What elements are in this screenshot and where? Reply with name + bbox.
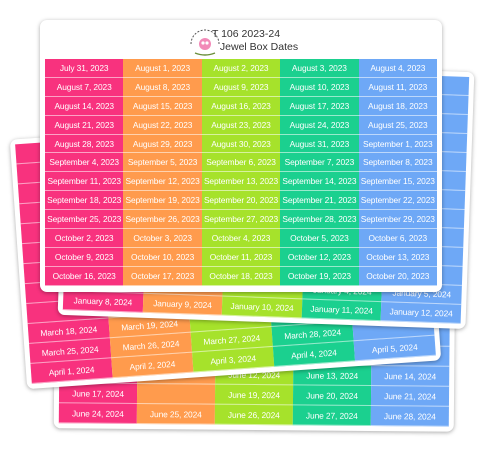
front-sheet: T 106 2023-24 Jewel Box Dates July 31, 2… bbox=[40, 20, 442, 292]
date-sticker: September 18, 2023 bbox=[45, 191, 124, 211]
date-sticker: August 25, 2023 bbox=[358, 115, 437, 135]
date-sticker: September 26, 2023 bbox=[123, 210, 202, 230]
date-sticker: January 12, 2024 bbox=[381, 302, 462, 324]
date-sticker: January 8, 2024 bbox=[62, 290, 144, 313]
date-sticker: October 5, 2023 bbox=[280, 229, 359, 248]
date-sticker: October 18, 2023 bbox=[201, 266, 281, 286]
date-sticker: October 3, 2023 bbox=[123, 229, 202, 248]
date-sticker: September 29, 2023 bbox=[358, 210, 437, 230]
date-sticker: August 4, 2023 bbox=[358, 59, 437, 78]
date-sticker: October 6, 2023 bbox=[358, 229, 437, 248]
date-sticker: April 1, 2024 bbox=[30, 358, 113, 384]
date-sticker: September 28, 2023 bbox=[280, 210, 359, 230]
date-sticker: January 9, 2024 bbox=[142, 293, 223, 316]
date-sticker: September 25, 2023 bbox=[45, 210, 124, 230]
date-sticker: September 20, 2023 bbox=[201, 191, 281, 211]
date-sticker: January 11, 2024 bbox=[301, 299, 382, 322]
date-sticker: August 2, 2023 bbox=[201, 59, 281, 78]
date-sticker: April 2, 2024 bbox=[111, 352, 194, 379]
date-sticker: August 30, 2023 bbox=[201, 134, 281, 154]
date-sticker: August 21, 2023 bbox=[45, 115, 124, 135]
date-sticker: September 1, 2023 bbox=[358, 134, 437, 154]
date-sticker: September 14, 2023 bbox=[280, 172, 359, 192]
date-sticker: August 1, 2023 bbox=[123, 59, 202, 78]
date-sticker: September 5, 2023 bbox=[123, 153, 202, 173]
date-sticker: September 6, 2023 bbox=[201, 153, 281, 173]
date-sticker: June 27, 2024 bbox=[292, 405, 371, 427]
date-sticker: August 23, 2023 bbox=[201, 115, 281, 135]
sticker-grid: July 31, 2023 August 1, 2023 August 2, 202… bbox=[45, 59, 437, 286]
date-sticker: August 3, 2023 bbox=[280, 59, 359, 78]
date-sticker bbox=[136, 383, 216, 405]
date-sticker: August 29, 2023 bbox=[123, 134, 202, 154]
date-sticker: October 2, 2023 bbox=[45, 229, 124, 248]
date-sticker: October 17, 2023 bbox=[123, 266, 202, 286]
date-sticker: September 13, 2023 bbox=[201, 172, 281, 192]
date-sticker: August 14, 2023 bbox=[45, 96, 124, 116]
date-sticker: October 9, 2023 bbox=[45, 247, 124, 267]
date-sticker: June 17, 2024 bbox=[58, 383, 138, 404]
product-title: Jewel Box Dates bbox=[219, 41, 299, 53]
date-sticker: October 11, 2023 bbox=[201, 247, 281, 267]
date-sticker: October 13, 2023 bbox=[358, 247, 437, 267]
date-sticker: August 31, 2023 bbox=[280, 134, 359, 154]
date-sticker: June 25, 2024 bbox=[136, 403, 215, 425]
date-sticker: September 19, 2023 bbox=[123, 191, 202, 211]
date-sticker: April 5, 2024 bbox=[353, 335, 436, 362]
date-sticker: October 20, 2023 bbox=[358, 266, 437, 286]
product-code: T 106 2023-24 bbox=[211, 28, 281, 40]
date-sticker: June 19, 2024 bbox=[214, 384, 294, 406]
date-sticker: June 26, 2024 bbox=[214, 404, 293, 426]
date-sticker: August 28, 2023 bbox=[45, 134, 124, 154]
date-sticker: August 16, 2023 bbox=[201, 96, 281, 116]
date-sticker: September 21, 2023 bbox=[280, 191, 359, 211]
date-sticker: September 22, 2023 bbox=[358, 191, 437, 211]
date-sticker: June 20, 2024 bbox=[292, 385, 372, 407]
date-sticker: August 17, 2023 bbox=[280, 96, 359, 116]
date-sticker: August 15, 2023 bbox=[123, 96, 202, 116]
date-sticker: August 7, 2023 bbox=[45, 77, 124, 97]
date-sticker: June 14, 2024 bbox=[371, 366, 450, 387]
date-sticker: April 4, 2024 bbox=[272, 341, 356, 367]
date-sticker: September 7, 2023 bbox=[280, 153, 359, 173]
date-sticker: October 12, 2023 bbox=[280, 247, 359, 267]
date-sticker: September 11, 2023 bbox=[45, 172, 124, 192]
date-sticker: August 18, 2023 bbox=[358, 96, 437, 116]
date-sticker: August 10, 2023 bbox=[280, 77, 359, 97]
date-sticker: August 11, 2023 bbox=[358, 77, 437, 97]
date-sticker: October 16, 2023 bbox=[45, 266, 124, 286]
date-sticker: September 4, 2023 bbox=[45, 153, 124, 173]
date-sticker: October 19, 2023 bbox=[280, 266, 359, 286]
date-sticker: April 3, 2024 bbox=[192, 346, 275, 373]
sheet-header: T 106 2023-24 Jewel Box Dates bbox=[45, 25, 437, 59]
date-sticker: June 21, 2024 bbox=[370, 386, 450, 407]
date-sticker: September 27, 2023 bbox=[201, 210, 281, 230]
date-sticker: October 10, 2023 bbox=[123, 247, 202, 267]
date-sticker: September 12, 2023 bbox=[123, 172, 202, 192]
date-sticker: June 28, 2024 bbox=[370, 406, 449, 427]
date-sticker: October 4, 2023 bbox=[201, 229, 281, 248]
date-sticker: August 8, 2023 bbox=[123, 77, 202, 97]
date-sticker: June 24, 2024 bbox=[58, 403, 137, 424]
date-sticker: July 31, 2023 bbox=[45, 59, 124, 78]
date-sticker: August 22, 2023 bbox=[123, 115, 202, 135]
logo bbox=[190, 29, 220, 56]
date-sticker: September 8, 2023 bbox=[358, 153, 437, 173]
date-sticker: August 9, 2023 bbox=[201, 77, 281, 97]
date-sticker: September 15, 2023 bbox=[358, 172, 437, 192]
date-sticker: August 24, 2023 bbox=[280, 115, 359, 135]
date-sticker: January 10, 2024 bbox=[221, 296, 303, 319]
